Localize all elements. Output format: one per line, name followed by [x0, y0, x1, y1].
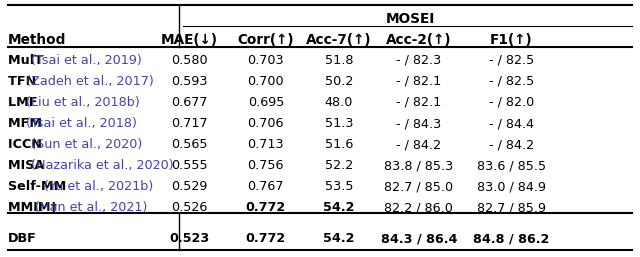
Text: - / 82.5: - / 82.5: [488, 54, 534, 67]
Text: 51.6: 51.6: [325, 138, 353, 151]
Text: (Tsai et al., 2018): (Tsai et al., 2018): [26, 117, 137, 130]
Text: 0.713: 0.713: [248, 138, 284, 151]
Text: - / 82.1: - / 82.1: [396, 96, 442, 109]
Text: Corr(↑): Corr(↑): [237, 33, 294, 47]
Text: DBF: DBF: [8, 232, 36, 245]
Text: 0.555: 0.555: [171, 159, 208, 172]
Text: 0.593: 0.593: [171, 75, 207, 88]
Text: 82.7 / 85.0: 82.7 / 85.0: [384, 180, 453, 193]
Text: Acc-2(↑): Acc-2(↑): [386, 33, 451, 47]
Text: 0.695: 0.695: [248, 96, 284, 109]
Text: LMF: LMF: [8, 96, 42, 109]
Text: (Sun et al., 2020): (Sun et al., 2020): [31, 138, 142, 151]
Text: 83.8 / 85.3: 83.8 / 85.3: [384, 159, 453, 172]
Text: 0.529: 0.529: [171, 180, 207, 193]
Text: 0.580: 0.580: [171, 54, 208, 67]
Text: Method: Method: [8, 33, 66, 47]
Text: 51.8: 51.8: [325, 54, 353, 67]
Text: 83.6 / 85.5: 83.6 / 85.5: [477, 159, 546, 172]
Text: 82.2 / 86.0: 82.2 / 86.0: [385, 201, 453, 214]
Text: 82.7 / 85.9: 82.7 / 85.9: [477, 201, 546, 214]
Text: F1(↑): F1(↑): [490, 33, 532, 47]
Text: - / 84.2: - / 84.2: [396, 138, 442, 151]
Text: 0.706: 0.706: [248, 117, 284, 130]
Text: 84.8 / 86.2: 84.8 / 86.2: [473, 232, 549, 245]
Text: 0.523: 0.523: [169, 232, 209, 245]
Text: MulT: MulT: [8, 54, 47, 67]
Text: 50.2: 50.2: [325, 75, 353, 88]
Text: (Zadeh et al., 2017): (Zadeh et al., 2017): [26, 75, 154, 88]
Text: MISA: MISA: [8, 159, 49, 172]
Text: 0.772: 0.772: [246, 232, 286, 245]
Text: 0.717: 0.717: [171, 117, 208, 130]
Text: Acc-7(↑): Acc-7(↑): [307, 33, 372, 47]
Text: - / 82.3: - / 82.3: [396, 54, 442, 67]
Text: - / 84.4: - / 84.4: [488, 117, 534, 130]
Text: (Liu et al., 2018b): (Liu et al., 2018b): [26, 96, 140, 109]
Text: - / 82.5: - / 82.5: [488, 75, 534, 88]
Text: 0.756: 0.756: [248, 159, 284, 172]
Text: - / 82.1: - / 82.1: [396, 75, 442, 88]
Text: - / 82.0: - / 82.0: [488, 96, 534, 109]
Text: TFN: TFN: [8, 75, 40, 88]
Text: (Tsai et al., 2019): (Tsai et al., 2019): [31, 54, 141, 67]
Text: 84.3 / 86.4: 84.3 / 86.4: [381, 232, 457, 245]
Text: (Hazarika et al., 2020): (Hazarika et al., 2020): [31, 159, 173, 172]
Text: - / 84.2: - / 84.2: [488, 138, 534, 151]
Text: MFM: MFM: [8, 117, 46, 130]
Text: 0.767: 0.767: [248, 180, 284, 193]
Text: 53.5: 53.5: [325, 180, 353, 193]
Text: 48.0: 48.0: [325, 96, 353, 109]
Text: 0.526: 0.526: [171, 201, 207, 214]
Text: ICCN: ICCN: [8, 138, 46, 151]
Text: 52.2: 52.2: [325, 159, 353, 172]
Text: (Han et al., 2021): (Han et al., 2021): [35, 201, 148, 214]
Text: 54.2: 54.2: [323, 232, 355, 245]
Text: MAE(↓): MAE(↓): [161, 33, 218, 47]
Text: 0.677: 0.677: [171, 96, 207, 109]
Text: 0.565: 0.565: [171, 138, 207, 151]
Text: 51.3: 51.3: [325, 117, 353, 130]
Text: MMIM†: MMIM†: [8, 201, 61, 214]
Text: MOSEI: MOSEI: [386, 12, 435, 25]
Text: (Yu et al., 2021b): (Yu et al., 2021b): [44, 180, 154, 193]
Text: 0.700: 0.700: [248, 75, 284, 88]
Text: 54.2: 54.2: [323, 201, 355, 214]
Text: 83.0 / 84.9: 83.0 / 84.9: [477, 180, 546, 193]
Text: Self-MM: Self-MM: [8, 180, 70, 193]
Text: 0.772: 0.772: [246, 201, 286, 214]
Text: 0.703: 0.703: [248, 54, 284, 67]
Text: - / 84.3: - / 84.3: [396, 117, 442, 130]
